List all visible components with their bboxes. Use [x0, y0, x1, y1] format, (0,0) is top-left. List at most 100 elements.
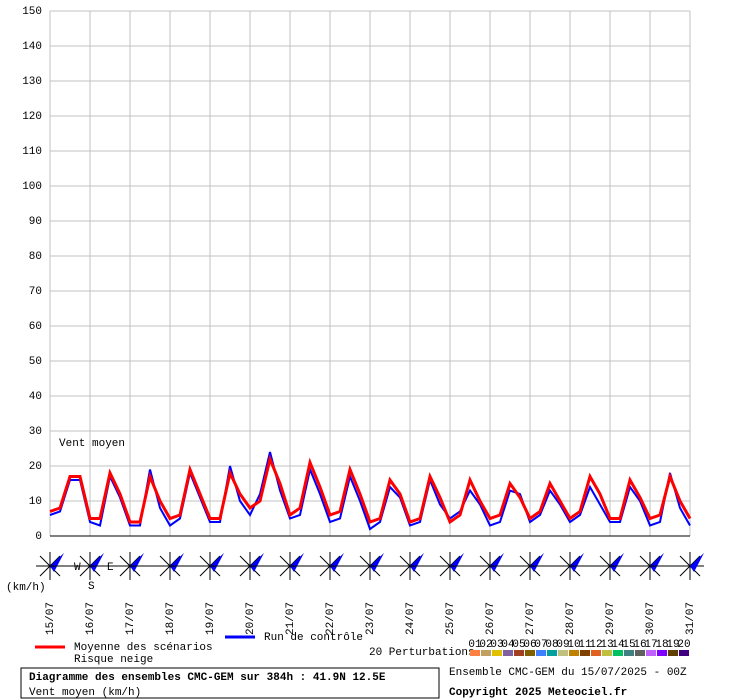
y-tick-label: 130	[22, 76, 42, 88]
perturbation-swatch	[679, 650, 689, 656]
perturbation-label: 13	[600, 639, 613, 651]
wind-icon	[610, 553, 624, 572]
y-tick-label: 20	[29, 461, 42, 473]
x-tick-label: 23/07	[365, 602, 377, 635]
legend-label: Run de contrôle	[264, 632, 363, 644]
y-tick-label: 50	[29, 356, 42, 368]
x-tick-label: 15/07	[45, 602, 57, 635]
perturbation-swatch	[558, 650, 568, 656]
x-tick-label: 31/07	[685, 602, 697, 635]
x-tick-label: 30/07	[645, 602, 657, 635]
x-tick-label: 25/07	[445, 602, 457, 635]
perturbation-label: 01	[468, 639, 482, 651]
perturbation-label: 04	[501, 639, 515, 651]
compass-e: E	[107, 562, 114, 574]
perturbation-label: 19	[666, 639, 679, 651]
y-tick-label: 40	[29, 391, 42, 403]
run-info: Ensemble CMC-GEM du 15/07/2025 - 00Z	[449, 667, 687, 679]
x-tick-label: 22/07	[325, 602, 337, 635]
x-tick-label: 28/07	[565, 602, 577, 635]
perturbation-swatch	[470, 650, 480, 656]
wind-icon	[250, 553, 264, 572]
x-tick-label: 18/07	[165, 602, 177, 635]
perturbation-swatch	[646, 650, 656, 656]
perturbation-label: 07	[534, 639, 547, 651]
perturbation-label: 02	[479, 639, 492, 651]
perturbation-swatch	[503, 650, 513, 656]
perturbation-label: 18	[655, 639, 668, 651]
wind-icon	[490, 553, 504, 572]
y-tick-label: 70	[29, 286, 42, 298]
wind-icon	[290, 553, 304, 572]
copyright: Copyright 2025 Meteociel.fr	[449, 687, 627, 699]
perturbation-swatch	[492, 650, 502, 656]
perturbation-swatch	[668, 650, 678, 656]
perturbation-swatch	[613, 650, 623, 656]
wind-icon	[530, 553, 544, 572]
footer-subtitle: Vent moyen (km/h)	[29, 687, 141, 699]
y-tick-label: 110	[22, 146, 42, 158]
wind-icon	[50, 553, 64, 572]
y-tick-label: 80	[29, 251, 42, 263]
perturbation-swatch	[602, 650, 612, 656]
perturbation-swatch	[525, 650, 535, 656]
legend-label: Moyenne des scénarios	[74, 642, 213, 654]
wind-icon	[330, 553, 344, 572]
wind-icon	[130, 553, 144, 572]
x-tick-label: 29/07	[605, 602, 617, 635]
perturbation-swatch	[624, 650, 634, 656]
x-tick-label: 20/07	[245, 602, 257, 635]
perturbation-swatch	[547, 650, 557, 656]
perturbation-swatch	[536, 650, 546, 656]
perturbation-label: 14	[611, 639, 625, 651]
y-tick-label: 150	[22, 6, 42, 18]
perturbation-label: 16	[633, 639, 646, 651]
perturbation-label: 12	[589, 639, 602, 651]
x-tick-label: 16/07	[85, 602, 97, 635]
perturbation-label: 03	[490, 639, 503, 651]
y-tick-label: 120	[22, 111, 42, 123]
wind-icon	[690, 553, 704, 572]
y-tick-label: 100	[22, 181, 42, 193]
unit-label: (km/h)	[6, 582, 46, 594]
perturbation-label: 08	[545, 639, 558, 651]
x-tick-label: 19/07	[205, 602, 217, 635]
series-line	[49, 454, 692, 525]
perturbation-label: 09	[556, 639, 569, 651]
x-tick-label: 27/07	[525, 602, 537, 635]
perturbation-label: 11	[578, 639, 592, 651]
perturbation-swatch	[657, 650, 667, 656]
compass-w: W	[74, 562, 81, 574]
perturbation-label: 20	[677, 639, 690, 651]
compass-s: S	[88, 581, 95, 593]
y-tick-label: 10	[29, 496, 42, 508]
wind-icon	[650, 553, 664, 572]
perturbation-swatch	[580, 650, 590, 656]
y-tick-label: 0	[35, 531, 42, 543]
wind-icon	[210, 553, 224, 572]
perturbation-label: 17	[644, 639, 657, 651]
x-tick-label: 26/07	[485, 602, 497, 635]
perturbation-label: 06	[523, 639, 536, 651]
y-tick-label: 30	[29, 426, 42, 438]
perturbation-label: 05	[512, 639, 525, 651]
legend-snow: Risque neige	[74, 654, 153, 666]
perturbation-label: 15	[622, 639, 635, 651]
perturbation-swatch	[569, 650, 579, 656]
annotation: Vent moyen	[59, 438, 125, 450]
perturbation-swatch	[481, 650, 491, 656]
y-tick-label: 140	[22, 41, 42, 53]
y-tick-label: 60	[29, 321, 42, 333]
wind-icon	[170, 553, 184, 572]
wind-icon	[450, 553, 464, 572]
wind-icon	[370, 553, 384, 572]
footer-title: Diagramme des ensembles CMC-GEM sur 384h…	[29, 672, 386, 684]
x-tick-label: 17/07	[125, 602, 137, 635]
wind-icon	[90, 553, 104, 572]
footer-box	[20, 667, 440, 699]
perturbations-label: 20 Perturbations	[369, 647, 475, 659]
x-tick-label: 21/07	[285, 602, 297, 635]
x-tick-label: 24/07	[405, 602, 417, 635]
perturbation-label: 10	[567, 639, 580, 651]
